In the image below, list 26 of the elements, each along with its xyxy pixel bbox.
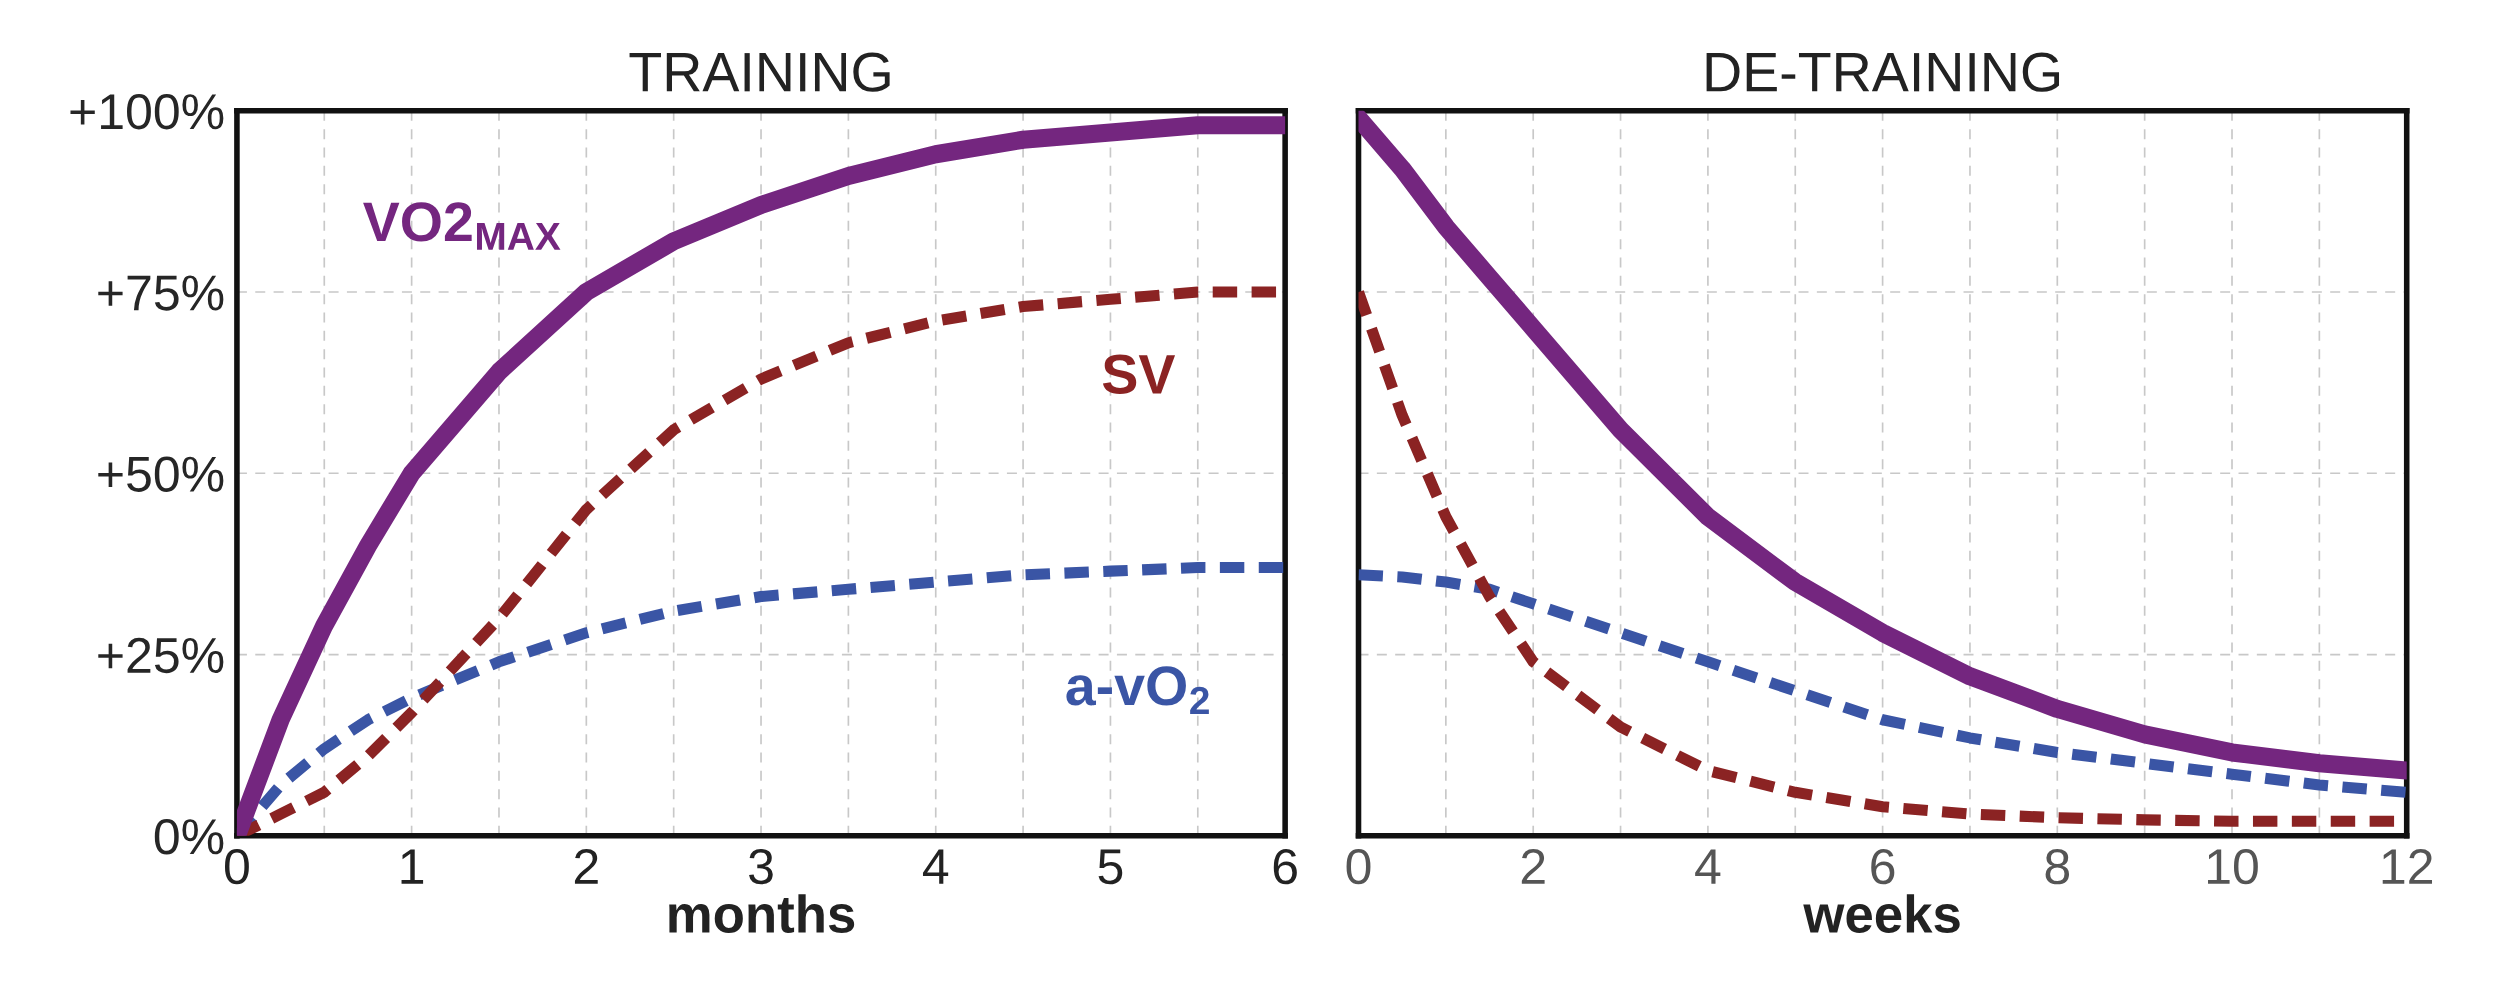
x-tick-label: 10 — [2208, 848, 2258, 885]
x-tick-label: 8 — [2045, 848, 2070, 885]
y-tick-label: 0% — [154, 819, 224, 855]
chart-title: TRAINING — [629, 52, 890, 92]
x-tick-label: 2 — [574, 848, 598, 884]
x-tick-label: 12 — [2382, 848, 2433, 884]
x-tick-label: 3 — [749, 848, 773, 885]
x-tick-label: 0 — [1346, 848, 1371, 885]
x-tick-label: 5 — [1098, 849, 1123, 885]
y-tick-label: +75% — [98, 275, 224, 311]
x-tick-label: 4 — [922, 849, 949, 884]
x-tick-label: 4 — [1695, 849, 1721, 884]
y-tick-label: +50% — [98, 456, 224, 492]
series-label: VO2$_{MAX}$ — [363, 202, 561, 250]
chart-title: DE-TRAINING — [1706, 52, 2060, 92]
x-tick-label: 2 — [1521, 848, 1545, 884]
x-axis-title: weeks — [1803, 894, 1960, 933]
y-tick-label: +25% — [98, 637, 224, 674]
x-tick-label: 6 — [1871, 848, 1895, 885]
x-axis-title: months — [669, 894, 855, 933]
series-label: SV — [1102, 354, 1176, 394]
x-tick-label: 0 — [224, 848, 249, 885]
x-tick-label: 6 — [1273, 848, 1297, 885]
series-label: a-vO$_{2}$ — [1066, 666, 1209, 714]
x-tick-label: 1 — [401, 849, 424, 884]
y-tick-label: +100% — [70, 93, 224, 130]
